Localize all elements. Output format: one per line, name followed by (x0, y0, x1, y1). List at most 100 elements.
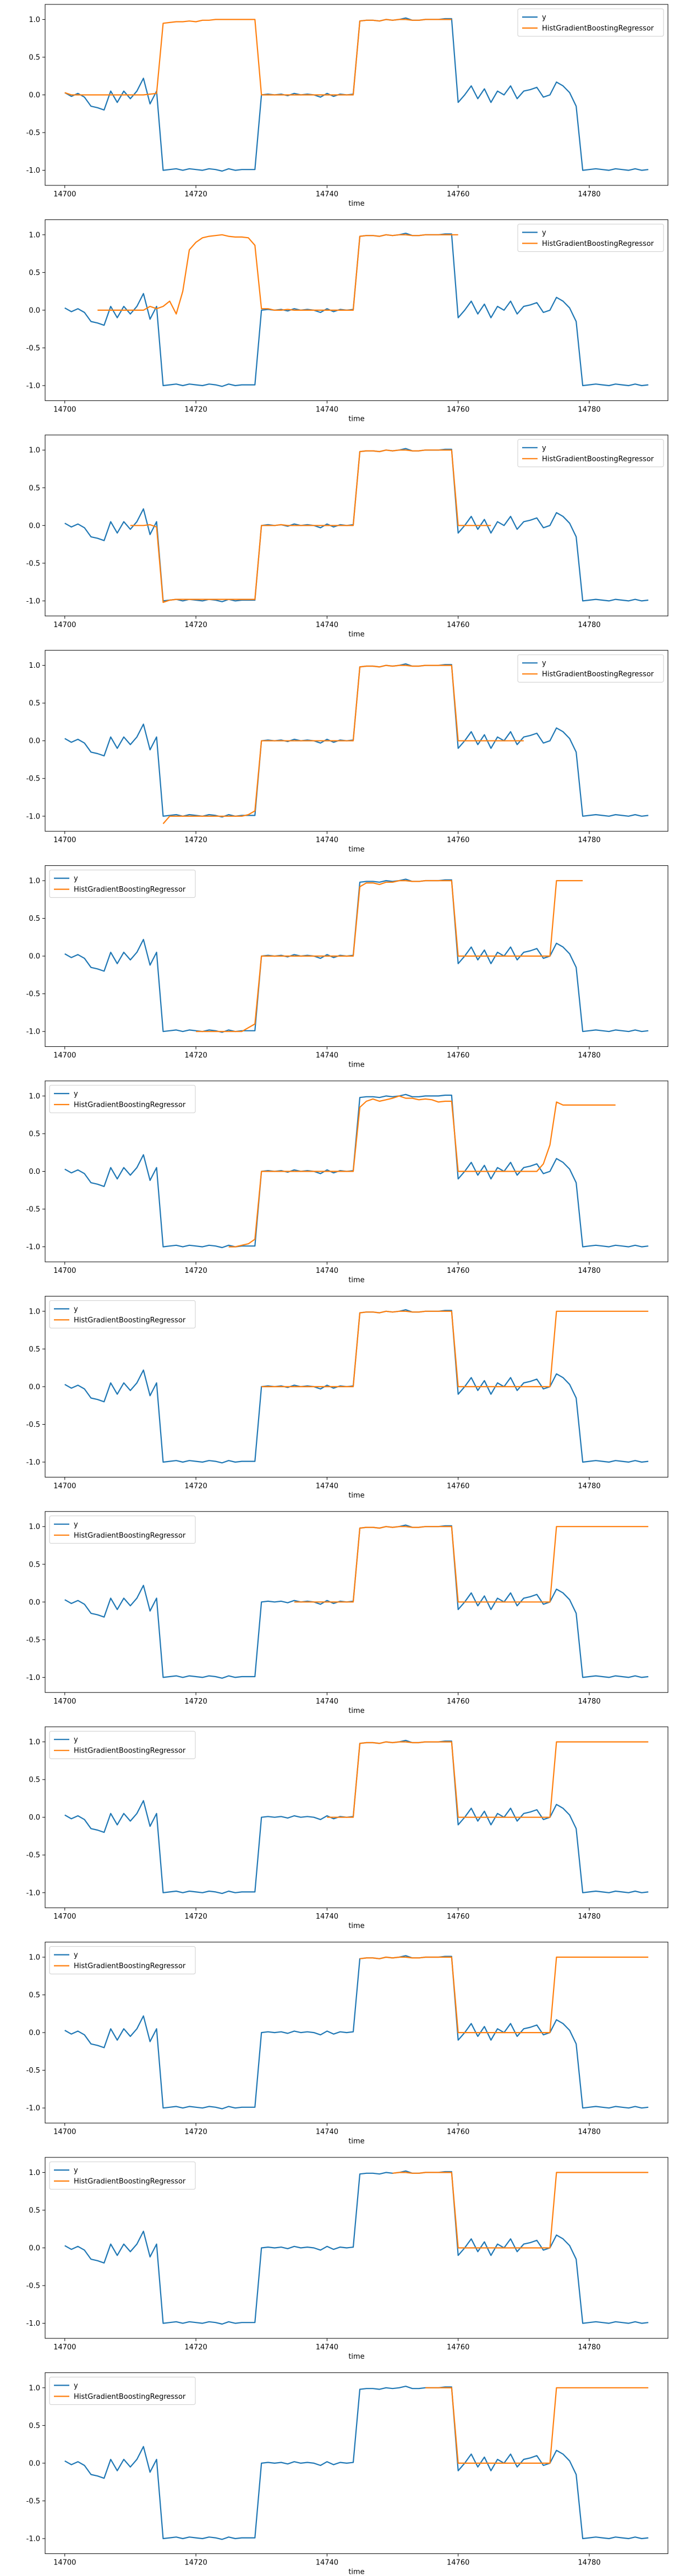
subplot-12: 14700 14720 14740 14760 14780 -1.0 -0.5 0.0 0.5 1… (26, 2372, 668, 2576)
y-tick-label: 0.0 (29, 1814, 40, 1822)
legend-label: y (542, 229, 546, 237)
legend-box (49, 1946, 196, 1975)
y-tick-label: 0.5 (29, 484, 40, 492)
series-hgbr-line-4 (162, 664, 524, 825)
series-hgbr-line-10 (359, 1956, 649, 2034)
legend-label: y (542, 14, 546, 22)
y-tick-label: -0.5 (26, 129, 40, 138)
x-tick-label: 14720 (184, 1698, 207, 1706)
x-tick-label: 14740 (316, 1267, 338, 1275)
x-tick-label: 14720 (184, 1913, 207, 1921)
x-tick-label: 14760 (447, 405, 469, 414)
series-hgbr-line-3 (130, 449, 491, 603)
y-tick-label: -0.5 (26, 1636, 40, 1644)
legend-box (49, 1731, 196, 1759)
y-tick-label: 0.0 (29, 1599, 40, 1607)
x-tick-label: 14720 (184, 621, 207, 629)
x-tick-label: 14720 (184, 2128, 207, 2136)
y-tick-label: 0.5 (29, 269, 40, 277)
x-axis-label: time (348, 2353, 364, 2361)
x-tick-label: 14720 (184, 2343, 207, 2352)
x-tick-label: 14760 (447, 1052, 469, 1060)
legend-label: y (74, 1305, 78, 1314)
legend-label: HistGradientBoostingRegressor (74, 1531, 186, 1540)
y-tick-label: -1.0 (26, 382, 40, 390)
y-tick-label: -1.0 (26, 1889, 40, 1897)
x-axis-label: time (348, 200, 364, 208)
legend-label: y (542, 444, 546, 452)
y-tick-label: 0.0 (29, 2244, 40, 2253)
x-axis-label: time (348, 630, 364, 639)
y-tick-label: 0.5 (29, 1345, 40, 1354)
y-tick-label: 1.0 (29, 1738, 40, 1746)
y-tick-label: -1.0 (26, 167, 40, 175)
x-tick-label: 14760 (447, 1698, 469, 1706)
y-tick-label: 0.0 (29, 953, 40, 961)
y-tick-label: -0.5 (26, 2282, 40, 2291)
subplot-9: 14700 14720 14740 14760 14780 -1.0 -0.5 0.0 0.5 1… (26, 1726, 668, 1930)
y-tick-label: 0.0 (29, 1168, 40, 1176)
x-tick-label: 14740 (316, 1052, 338, 1060)
x-axis-label: time (348, 2138, 364, 2146)
y-tick-label: 0.5 (29, 1561, 40, 1569)
y-tick-label: -1.0 (26, 1458, 40, 1466)
y-tick-label: 0.5 (29, 700, 40, 708)
x-axis-label: time (348, 1707, 364, 1715)
x-axis-label: time (348, 1276, 364, 1284)
y-tick-label: -1.0 (26, 2535, 40, 2543)
legend-label: HistGradientBoostingRegressor (74, 2393, 186, 2401)
legend-box (517, 223, 664, 252)
x-tick-label: 14740 (316, 2128, 338, 2136)
y-tick-label: 1.0 (29, 16, 40, 24)
series-y-line-10 (64, 1955, 649, 2110)
x-axis-label: time (348, 1061, 364, 1069)
x-tick-label: 14700 (53, 190, 76, 199)
legend-box (517, 8, 664, 37)
legend-label: y (74, 875, 78, 883)
x-tick-label: 14720 (184, 1267, 207, 1275)
series-hgbr-line-9 (327, 1741, 649, 1818)
y-tick-label: 1.0 (29, 662, 40, 670)
y-tick-label: 1.0 (29, 1308, 40, 1316)
y-tick-label: -1.0 (26, 597, 40, 606)
series-hgbr-line-11 (392, 2172, 649, 2249)
y-tick-label: 1.0 (29, 1092, 40, 1101)
x-tick-label: 14780 (578, 1482, 600, 1490)
subplot-11: 14700 14720 14740 14760 14780 -1.0 -0.5 0.0 0.5 1… (26, 2157, 668, 2361)
x-axis-label: time (348, 415, 364, 423)
x-tick-label: 14700 (53, 1267, 76, 1275)
x-tick-label: 14740 (316, 1913, 338, 1921)
y-tick-label: -1.0 (26, 2105, 40, 2113)
x-tick-label: 14780 (578, 190, 600, 199)
legend: y HistGradientBoostingRegressor (517, 654, 664, 683)
y-tick-label: 0.5 (29, 2422, 40, 2430)
y-tick-label: -0.5 (26, 1421, 40, 1429)
legend: y HistGradientBoostingRegressor (49, 870, 196, 898)
x-tick-label: 14780 (578, 1267, 600, 1275)
y-tick-label: -0.5 (26, 2497, 40, 2506)
series-hgbr-line-12 (425, 2387, 649, 2464)
x-axis-label: time (348, 845, 364, 854)
subplot-2: 14700 14720 14740 14760 14780 -1.0 -0.5 0.0 0.5 1… (26, 219, 668, 423)
x-tick-label: 14700 (53, 405, 76, 414)
y-tick-label: 0.5 (29, 915, 40, 923)
x-tick-label: 14700 (53, 1052, 76, 1060)
x-tick-label: 14760 (447, 190, 469, 199)
x-tick-label: 14760 (447, 1267, 469, 1275)
y-tick-label: 0.5 (29, 53, 40, 62)
subplot-1: 14700 14720 14740 14760 14780 -1.0 -0.5 0.0 0.5 1… (26, 4, 668, 208)
legend-box (49, 1085, 196, 1113)
y-tick-label: -1.0 (26, 1243, 40, 1251)
series-hgbr-line-5 (196, 880, 583, 1032)
x-tick-label: 14780 (578, 836, 600, 844)
legend: y HistGradientBoostingRegressor (49, 2161, 196, 2190)
legend-label: HistGradientBoostingRegressor (74, 1962, 186, 1970)
x-tick-label: 14700 (53, 2343, 76, 2352)
x-tick-label: 14740 (316, 405, 338, 414)
legend: y HistGradientBoostingRegressor (517, 223, 664, 252)
x-axis-label: time (348, 2568, 364, 2576)
y-tick-label: -0.5 (26, 775, 40, 783)
legend-box (49, 1515, 196, 1544)
legend: y HistGradientBoostingRegressor (517, 8, 664, 37)
